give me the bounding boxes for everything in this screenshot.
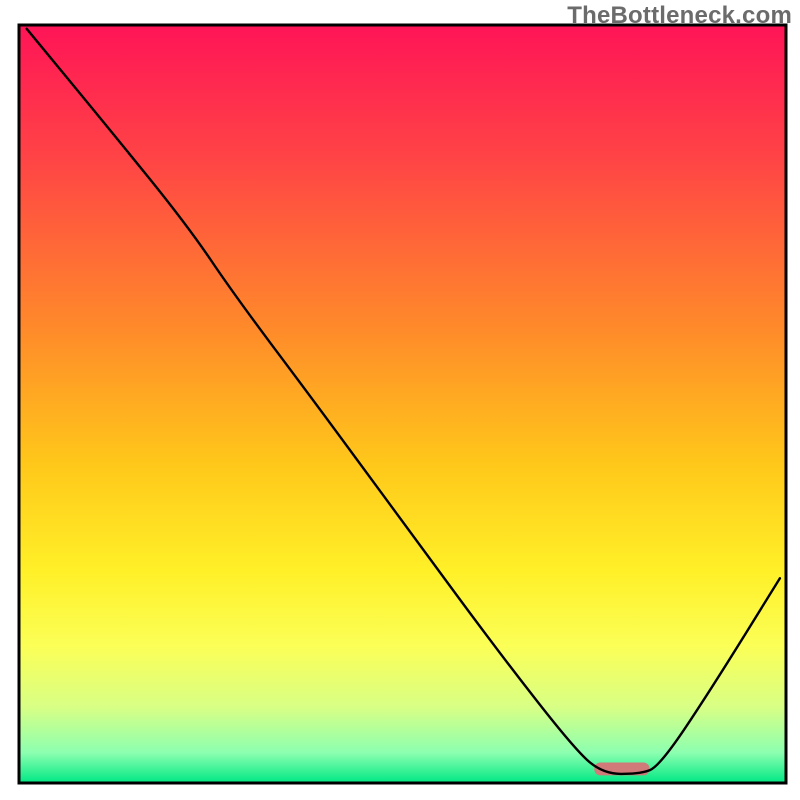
gradient-background: [19, 25, 786, 783]
watermark-text: TheBottleneck.com: [567, 2, 792, 30]
chart-canvas: TheBottleneck.com: [0, 0, 800, 800]
bottleneck-chart: [0, 0, 800, 800]
